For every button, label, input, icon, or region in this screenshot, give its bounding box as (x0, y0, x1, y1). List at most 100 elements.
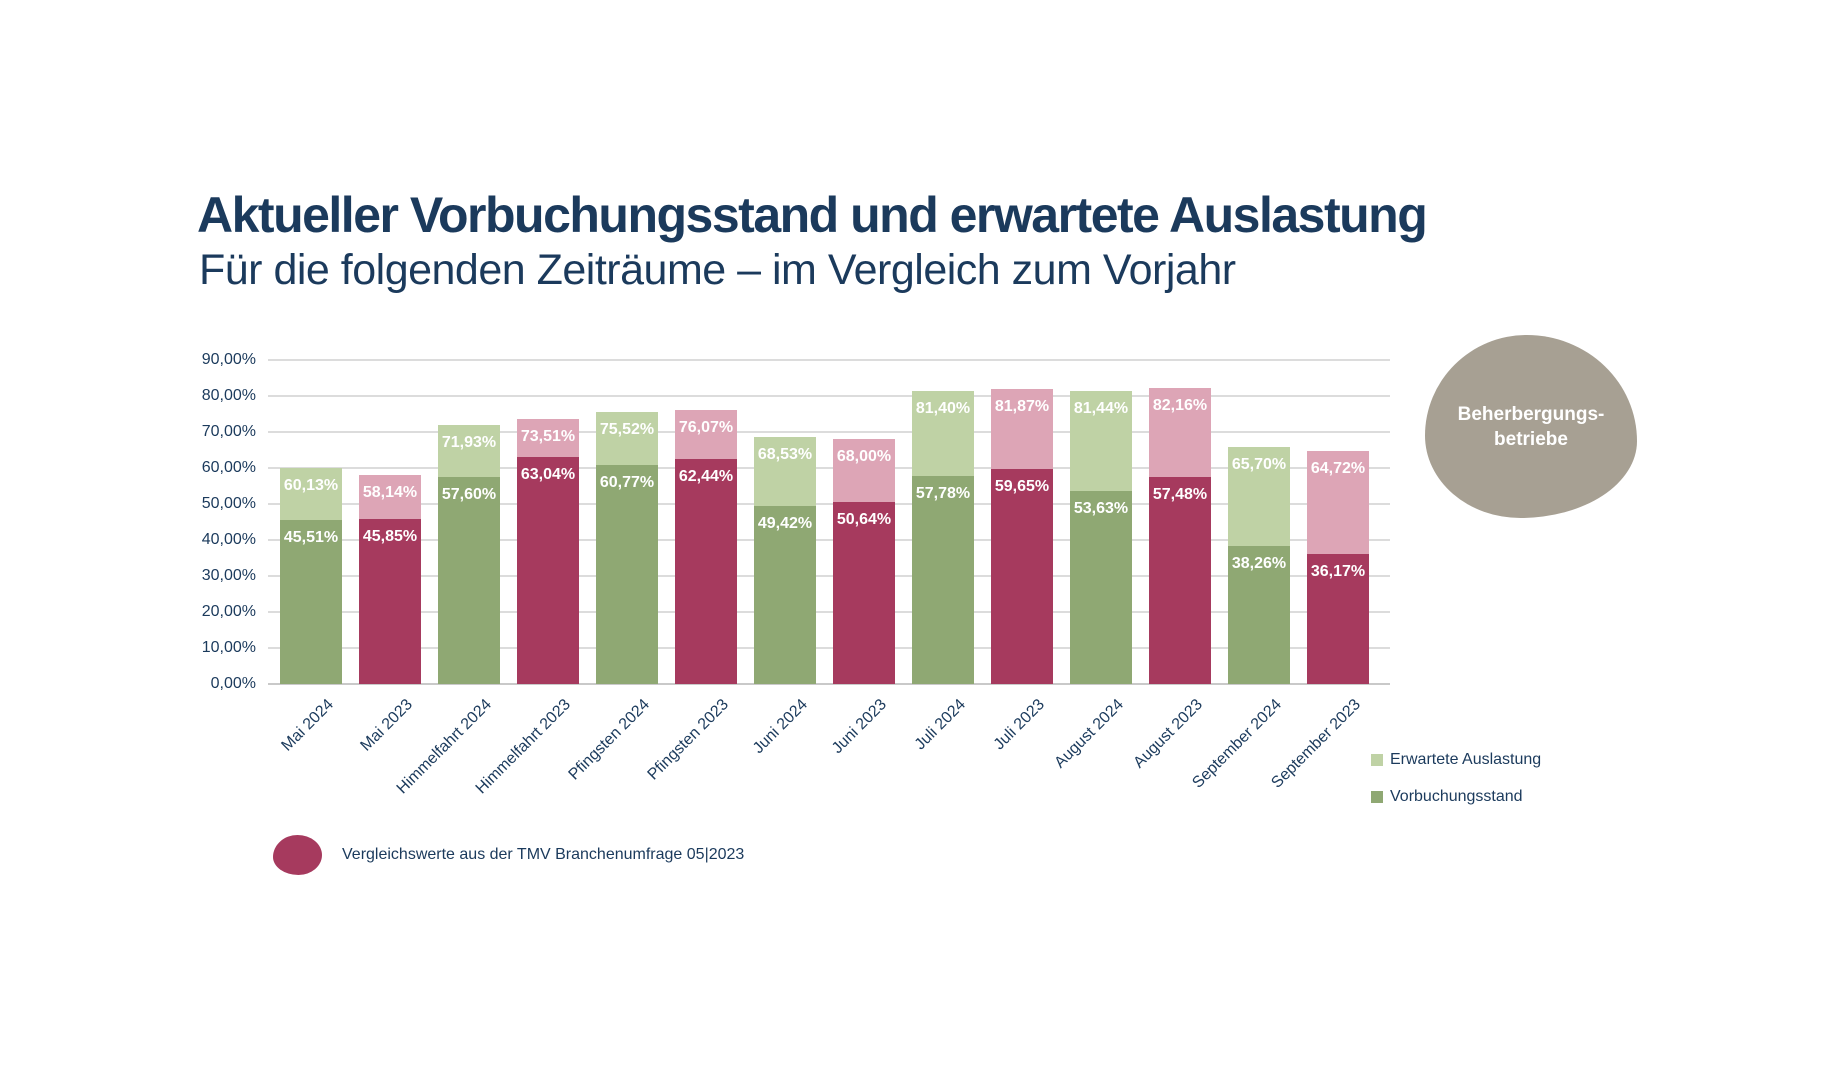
bar-segment-erwartete-auslastung (1149, 388, 1211, 478)
bar-value-label-vorbuchung: 57,48% (1152, 486, 1208, 504)
bar-group: 73,51% 63,04% (517, 419, 579, 684)
y-tick-label: 80,00% (201, 387, 256, 404)
y-tick-label: 10,00% (201, 639, 256, 656)
bar-group: 82,16% 57,48% (1149, 388, 1211, 684)
bar-group: 68,00% 50,64% (833, 439, 895, 684)
legend-label: Vorbuchungsstand (1390, 788, 1523, 805)
bar-value-label-total: 81,40% (915, 399, 971, 417)
gridline (268, 467, 1390, 469)
bar-value-label-vorbuchung: 57,78% (915, 484, 971, 502)
bar-value-label-total: 65,70% (1231, 456, 1287, 474)
y-tick-label: 70,00% (201, 423, 256, 440)
bar-segment-vorbuchungsstand (438, 476, 500, 684)
bar-group: 64,72% 36,17% (1307, 451, 1369, 684)
bar-value-label-vorbuchung: 62,44% (678, 468, 734, 486)
bar-segment-vorbuchungsstand (991, 469, 1053, 684)
chart-legend: Erwartete Auslastung Vorbuchungsstand (1371, 750, 1541, 824)
gridline (268, 611, 1390, 613)
bar-group: 81,40% 57,78% (912, 390, 974, 684)
x-tick-label: September 2023 (1268, 696, 1365, 792)
bar-segment-vorbuchungsstand (754, 506, 816, 684)
y-tick-label: 90,00% (201, 351, 256, 368)
gridline (268, 503, 1390, 505)
bar-group: 75,52% 60,77% (596, 412, 658, 684)
bar-group: 65,70% 38,26% (1228, 447, 1290, 684)
x-tick-label: August 2024 (1051, 696, 1128, 772)
comparison-note: Vergleichswerte aus der TMV Branchenumfr… (273, 835, 744, 875)
bar-value-label-total: 68,00% (836, 448, 892, 466)
page-title: Aktueller Vorbuchungsstand und erwartete… (197, 187, 1428, 243)
bar-segment-erwartete-auslastung (280, 467, 342, 521)
bar-group: 68,53% 49,42% (754, 437, 816, 684)
bar-value-label-vorbuchung: 38,26% (1231, 555, 1287, 573)
y-tick-label: 40,00% (201, 531, 256, 548)
bar-value-label-vorbuchung: 53,63% (1073, 499, 1129, 517)
y-tick-label: 50,00% (201, 495, 256, 512)
bar-group: 81,87% 59,65% (991, 389, 1053, 684)
bar-segment-vorbuchungsstand (833, 501, 895, 684)
x-axis-line (268, 683, 1390, 685)
bar-value-label-total: 71,93% (441, 434, 497, 452)
bar-segment-vorbuchungsstand (280, 520, 342, 684)
legend-label: Erwartete Auslastung (1390, 751, 1542, 768)
bar-segment-vorbuchungsstand (517, 457, 579, 684)
bar-segment-vorbuchungsstand (359, 518, 421, 684)
bar-segment-erwartete-auslastung (991, 389, 1053, 470)
gridline (268, 359, 1390, 361)
bar-segment-vorbuchungsstand (1070, 490, 1132, 684)
bar-segment-vorbuchungsstand (912, 475, 974, 684)
bar-segment-vorbuchungsstand (1149, 477, 1211, 684)
bar-segment-erwartete-auslastung (675, 410, 737, 460)
bar-value-label-total: 64,72% (1310, 460, 1366, 477)
bubble-text-line1: Beherbergungs- (1457, 403, 1605, 425)
gridline (268, 539, 1390, 541)
bar-group: 58,14% 45,85% (359, 474, 421, 684)
bubble-text-line2: betriebe (1494, 428, 1568, 450)
bar-group: 81,44% 53,63% (1070, 390, 1132, 684)
legend-item-vorbuchungsstand: Vorbuchungsstand (1371, 787, 1541, 807)
bar-group: 76,07% 62,44% (675, 410, 737, 684)
bar-value-label-total: 81,44% (1073, 399, 1129, 417)
bar-value-label-total: 73,51% (520, 428, 576, 446)
bar-segment-vorbuchungsstand (1307, 553, 1369, 684)
bar-value-label-vorbuchung: 57,60% (441, 485, 497, 503)
y-tick-label: 60,00% (201, 459, 256, 476)
y-tick-label: 30,00% (201, 567, 256, 584)
bar-value-label-vorbuchung: 60,77% (599, 474, 655, 492)
light-green-swatch-icon (1371, 754, 1383, 766)
page-subtitle: Für die folgenden Zeiträume – im Verglei… (199, 246, 1236, 294)
bar-value-label-vorbuchung: 50,64% (836, 510, 892, 528)
bar-value-label-vorbuchung: 63,04% (520, 466, 576, 484)
y-tick-label: 0,00% (210, 675, 256, 692)
legend-item-erwartete-auslastung: Erwartete Auslastung (1371, 750, 1541, 770)
bar-value-label-total: 76,07% (678, 419, 734, 437)
bar-segment-erwartete-auslastung (438, 425, 500, 477)
dark-green-swatch-icon (1371, 791, 1383, 803)
x-tick-label: Juli 2023 (990, 696, 1049, 754)
magenta-ellipse-icon (273, 835, 322, 875)
bar-segment-erwartete-auslastung (359, 474, 421, 519)
bar-segment-erwartete-auslastung (1307, 451, 1369, 554)
bar-group: 60,13% 45,51% (280, 467, 342, 684)
bar-value-label-vorbuchung: 45,51% (283, 529, 339, 547)
bar-segment-erwartete-auslastung (1228, 447, 1290, 547)
bar-segment-erwartete-auslastung (912, 390, 974, 476)
bar-value-label-vorbuchung: 59,65% (994, 478, 1050, 496)
bar-value-label-vorbuchung: 36,17% (1310, 562, 1366, 580)
bar-value-label-vorbuchung: 45,85% (362, 527, 418, 545)
comparison-note-text: Vergleichswerte aus der TMV Branchenumfr… (342, 846, 745, 863)
gridline (268, 431, 1390, 433)
bar-segment-erwartete-auslastung (1070, 390, 1132, 491)
gridline (268, 395, 1390, 397)
x-tick-label: Juli 2024 (911, 696, 970, 754)
bar-segment-vorbuchungsstand (596, 465, 658, 684)
bar-value-label-total: 81,87% (994, 398, 1050, 416)
bar-value-label-total: 58,14% (362, 483, 418, 501)
bar-segment-vorbuchungsstand (1228, 546, 1290, 684)
gridline (268, 647, 1390, 649)
bar-segment-erwartete-auslastung (833, 439, 895, 502)
bar-segment-erwartete-auslastung (754, 437, 816, 507)
beherbergungsbetriebe-bubble: Beherbergungs- betriebe (1425, 335, 1637, 518)
y-tick-label: 20,00% (201, 603, 256, 620)
